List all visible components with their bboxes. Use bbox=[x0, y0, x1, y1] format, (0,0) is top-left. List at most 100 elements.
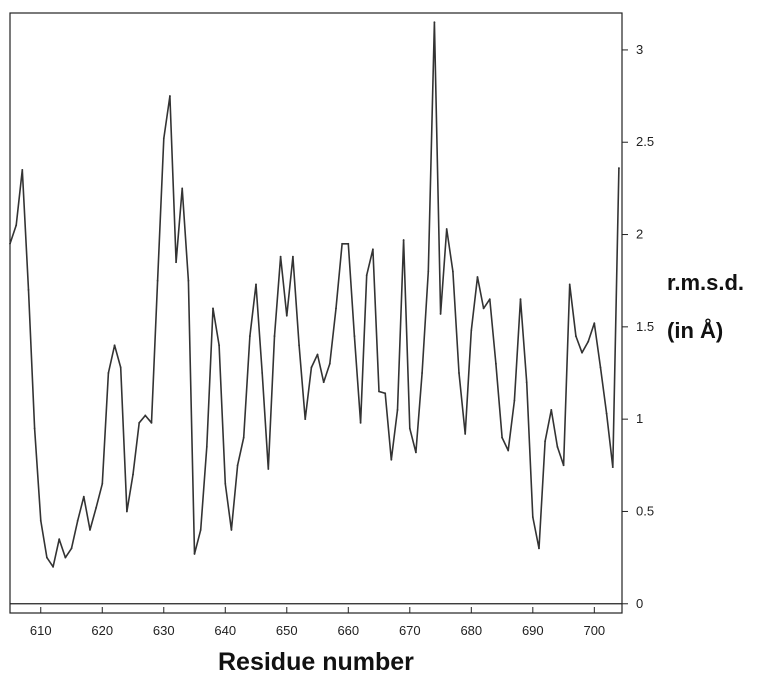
data-point bbox=[273, 335, 276, 337]
data-point bbox=[125, 510, 128, 513]
data-point bbox=[95, 506, 98, 509]
data-point bbox=[562, 464, 565, 467]
y-tick-label: 0 bbox=[636, 596, 643, 611]
x-tick-label: 620 bbox=[91, 623, 113, 638]
data-point bbox=[236, 464, 239, 467]
data-point bbox=[279, 255, 282, 258]
data-point bbox=[169, 95, 171, 97]
data-point bbox=[507, 449, 510, 452]
data-point bbox=[261, 372, 264, 374]
data-point bbox=[599, 366, 602, 369]
data-point bbox=[292, 255, 294, 258]
data-point bbox=[322, 381, 325, 384]
data-point bbox=[618, 167, 620, 169]
x-tick-label: 690 bbox=[522, 623, 544, 638]
data-point bbox=[550, 409, 553, 411]
data-point bbox=[187, 279, 190, 282]
x-tick-label: 670 bbox=[399, 623, 421, 638]
data-point bbox=[64, 556, 67, 559]
data-point bbox=[378, 390, 380, 393]
data-point bbox=[285, 314, 288, 317]
data-point bbox=[150, 421, 153, 424]
data-point bbox=[488, 298, 491, 301]
data-point bbox=[433, 21, 436, 24]
data-point bbox=[353, 335, 356, 337]
y-tick-label: 2.5 bbox=[636, 134, 654, 149]
data-point bbox=[581, 351, 583, 354]
rmsd-series-line bbox=[9, 21, 620, 568]
data-point bbox=[304, 418, 307, 421]
data-point bbox=[9, 242, 11, 245]
data-point bbox=[39, 519, 42, 522]
data-point bbox=[458, 372, 460, 374]
data-point bbox=[138, 421, 141, 424]
data-point bbox=[52, 565, 54, 568]
y-tick-label: 1 bbox=[636, 411, 643, 426]
data-point bbox=[519, 298, 522, 301]
data-point bbox=[421, 372, 424, 374]
series-layer bbox=[9, 21, 620, 568]
data-point bbox=[21, 169, 24, 171]
data-point bbox=[365, 274, 368, 277]
data-point bbox=[513, 399, 516, 402]
tick-marks bbox=[40, 49, 628, 613]
data-point bbox=[113, 344, 116, 347]
data-point bbox=[525, 381, 528, 384]
data-point bbox=[267, 468, 270, 470]
data-point bbox=[593, 322, 596, 325]
data-point bbox=[82, 495, 85, 498]
data-point bbox=[76, 519, 79, 522]
data-point bbox=[470, 329, 473, 332]
data-point bbox=[46, 556, 48, 559]
data-point bbox=[408, 427, 411, 430]
data-point bbox=[181, 187, 184, 190]
data-point bbox=[341, 242, 344, 245]
data-point bbox=[212, 307, 214, 310]
data-point bbox=[390, 458, 393, 461]
x-tick-label: 630 bbox=[153, 623, 175, 638]
data-point bbox=[347, 242, 350, 245]
data-point bbox=[199, 529, 202, 531]
data-point bbox=[587, 340, 590, 343]
data-point bbox=[107, 372, 110, 374]
data-point bbox=[33, 427, 36, 430]
y-tick-label: 2 bbox=[636, 227, 643, 242]
data-point bbox=[205, 445, 208, 448]
data-point bbox=[611, 466, 614, 469]
data-point bbox=[531, 516, 534, 518]
data-point bbox=[359, 421, 362, 424]
data-point bbox=[316, 353, 319, 356]
x-axis-label: Residue number bbox=[218, 648, 414, 676]
data-point bbox=[156, 279, 159, 282]
data-point bbox=[574, 335, 577, 337]
data-point bbox=[556, 445, 559, 448]
data-point bbox=[132, 473, 134, 476]
data-point bbox=[501, 436, 503, 439]
data-point bbox=[89, 529, 91, 531]
y-axis-label-line-1: r.m.s.d. bbox=[667, 270, 745, 295]
data-point bbox=[255, 283, 257, 286]
data-point bbox=[371, 248, 374, 251]
data-point bbox=[310, 366, 313, 369]
data-point bbox=[27, 289, 30, 291]
data-point bbox=[384, 392, 387, 395]
y-tick-label: 3 bbox=[636, 42, 643, 57]
data-point bbox=[224, 482, 227, 485]
data-point bbox=[402, 239, 405, 241]
data-point bbox=[15, 224, 18, 227]
x-tick-label: 700 bbox=[583, 623, 605, 638]
x-tick-label: 660 bbox=[337, 623, 359, 638]
data-point bbox=[439, 313, 442, 315]
data-point bbox=[568, 283, 571, 286]
data-point bbox=[70, 547, 73, 550]
data-point bbox=[476, 276, 479, 278]
x-tick-label: 640 bbox=[214, 623, 236, 638]
plot-frame bbox=[9, 12, 623, 614]
data-point bbox=[538, 547, 540, 550]
y-tick-label: 0.5 bbox=[636, 503, 654, 518]
data-point bbox=[248, 335, 251, 337]
data-point bbox=[298, 344, 300, 347]
x-tick-label: 610 bbox=[30, 623, 52, 638]
y-axis-label-line-2: (in Å) bbox=[667, 318, 724, 343]
